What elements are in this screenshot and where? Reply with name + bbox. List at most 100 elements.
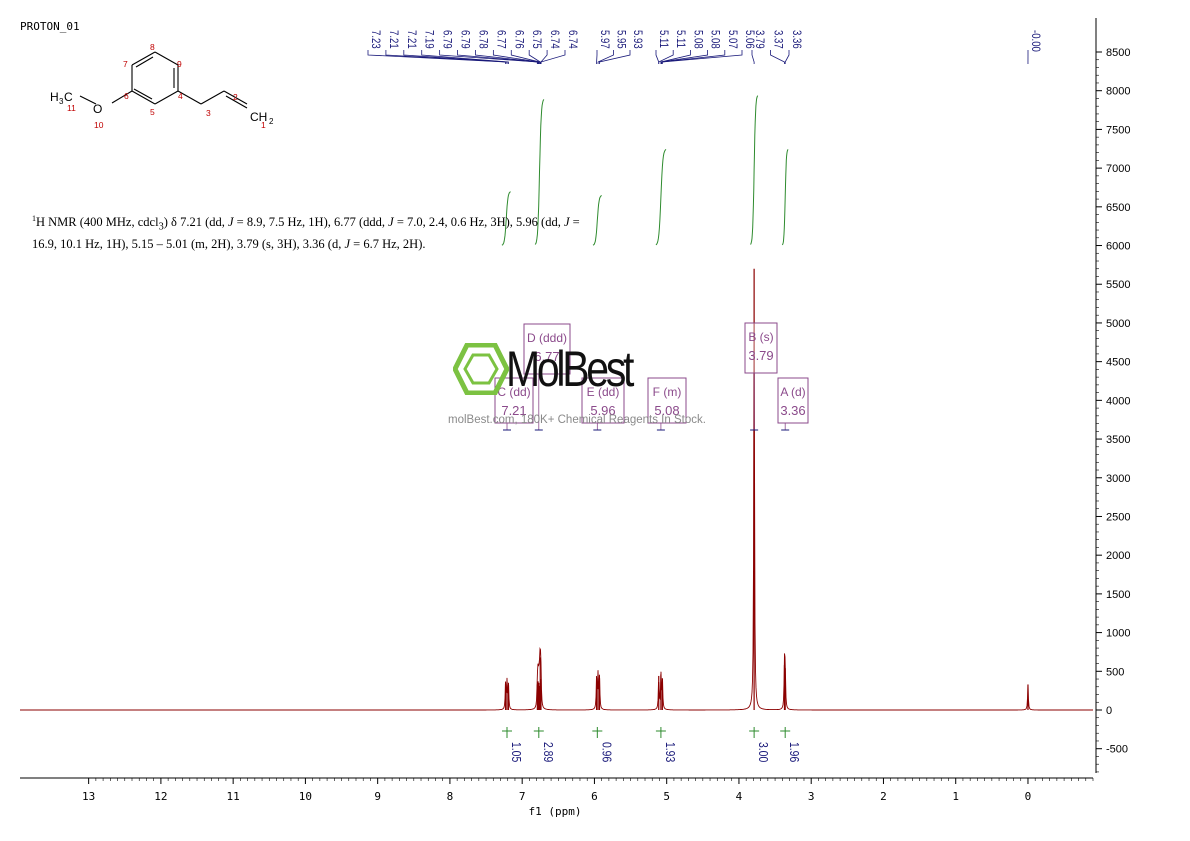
axes	[20, 18, 1097, 779]
y-tick-label: 0	[1106, 705, 1112, 717]
x-axis-label: f1 (ppm)	[529, 805, 582, 818]
peak-label-leader	[528, 50, 541, 64]
peak-label: 5.08	[708, 30, 721, 49]
multiplet-label: A (d)	[780, 385, 805, 399]
y-tick-label: 1000	[1106, 628, 1130, 640]
multiplet-box	[581, 377, 625, 424]
atom-number: 8	[150, 42, 155, 52]
y-tick-label: 4000	[1106, 395, 1130, 407]
atom-oxygen: O	[93, 102, 102, 116]
peak-label-leader	[597, 50, 614, 64]
x-tick-label: 7	[519, 790, 526, 803]
atom-ch2-sub: 2	[269, 117, 274, 126]
peak-label-leader	[751, 50, 755, 64]
y-tick-label: 6000	[1106, 241, 1130, 253]
peak-label-leader	[439, 50, 538, 64]
peak-label-leader	[457, 50, 538, 64]
atom-number: 4	[178, 91, 183, 101]
atom-number: 7	[123, 59, 128, 69]
description-j: J	[344, 236, 351, 251]
y-tick-label: 5000	[1106, 318, 1130, 330]
x-tick-label: 11	[227, 790, 240, 803]
y-tick-label: 1500	[1106, 589, 1130, 601]
watermark-logo-icon	[453, 343, 509, 395]
peak-label-leader	[784, 50, 790, 64]
peak-label: -0.00	[1029, 30, 1042, 52]
peak-label-leader	[770, 50, 785, 64]
x-tick-label: 10	[299, 790, 312, 803]
x-tick-label: 8	[447, 790, 454, 803]
integral-value: 1.05	[509, 742, 523, 763]
molecule-structure	[79, 51, 248, 109]
description-part: = 16.9, 10.1 Hz, 1H), 5.15 – 5.01 (m, 2H…	[32, 215, 580, 251]
atom-h3c: H	[50, 90, 59, 104]
y-tick-label: 5500	[1106, 279, 1130, 291]
peak-label: 3.36	[790, 30, 803, 49]
multiplet-label: F (m)	[653, 385, 682, 399]
atom-number: 1	[261, 120, 266, 130]
integral-curves	[501, 95, 789, 246]
y-tick-label: 500	[1106, 666, 1124, 678]
description-part: = 7.0, 2.4, 0.6 Hz, 3H), 5.96 (dd,	[393, 215, 564, 230]
atom-number: 6	[124, 91, 129, 101]
integral-values: 1.05 2.89 0.96 1.93 3.00 1.96	[502, 727, 801, 763]
nmr-description: 1H NMR (400 MHz, cdcl3) δ 7.21 (dd, J = …	[32, 210, 592, 253]
integral-curve	[501, 191, 511, 246]
y-tick-label: 2500	[1106, 511, 1130, 523]
peak-label: 5.95	[614, 30, 627, 49]
peak-label-leader	[421, 50, 509, 64]
y-tick-label: 4500	[1106, 357, 1130, 369]
integral-value: 2.89	[540, 742, 554, 762]
y-tick-label: -500	[1106, 744, 1128, 756]
peak-label-leader	[367, 50, 506, 64]
description-j: J	[563, 215, 570, 230]
multiplet-label: B (s)	[748, 330, 773, 344]
x-tick-label: 12	[154, 790, 167, 803]
atom-h3c-c: C	[64, 90, 73, 104]
x-tick-label: 1	[952, 790, 959, 803]
y-tick-label: 6500	[1106, 202, 1130, 214]
peak-label-leader	[660, 50, 708, 64]
integral-curve	[750, 95, 759, 245]
y-tick-label: 8500	[1106, 47, 1130, 59]
peak-label: 6.78	[476, 30, 489, 49]
x-tick-label: 5	[663, 790, 670, 803]
peak-label: 5.97	[598, 30, 611, 49]
integral-curve	[534, 99, 545, 245]
spectrum-line	[20, 300, 1093, 711]
atom-number: 9	[177, 59, 182, 69]
atom-ch2: CH	[250, 110, 267, 124]
peak-label-leader	[599, 50, 631, 64]
atom-numbers: 1 2 3 4 5 6 7 8 9 10 11	[67, 42, 266, 130]
y-tick-label: 8000	[1106, 86, 1130, 98]
description-superscript: 1	[32, 214, 36, 223]
atom-number: 2	[233, 92, 238, 102]
peak-label-leader	[655, 50, 660, 64]
peak-label: 7.21	[387, 30, 400, 49]
description-j: J	[227, 215, 234, 230]
atom-number: 3	[206, 108, 211, 118]
peak-label: 5.07	[725, 30, 738, 49]
peak-label: 5.93	[631, 30, 644, 49]
peak-label: 5.08	[691, 30, 704, 49]
multiplet-label: C (dd)	[497, 385, 530, 399]
peak-label: 7.21	[405, 30, 418, 49]
peak-label: 6.79	[458, 30, 471, 49]
multiplet-box	[523, 323, 571, 375]
multiplet-shift: 3.79	[748, 348, 773, 363]
peak-label: 5.11	[674, 30, 687, 48]
description-part: = 6.7 Hz, 2H).	[350, 236, 426, 251]
x-axis-ticks: 13 12 11 10 9 8 7 6 5 4 3 2 1 0	[82, 778, 1094, 803]
x-tick-label: 13	[82, 790, 95, 803]
peak-label: 5.11	[657, 30, 670, 48]
y-axis-ticks: 8500800075007000650060005500500045004000…	[1096, 47, 1130, 773]
multiplet-shift: 6.77	[534, 349, 559, 364]
multiplet-shift: 7.21	[501, 403, 526, 418]
multiplet-shift: 3.36	[780, 403, 805, 418]
description-part: ) δ 7.21 (dd,	[163, 215, 228, 230]
peak-label: 3.79	[753, 30, 766, 49]
integral-curve	[592, 195, 602, 246]
y-tick-label: 7500	[1106, 124, 1130, 136]
integral-value: 3.00	[756, 742, 770, 763]
